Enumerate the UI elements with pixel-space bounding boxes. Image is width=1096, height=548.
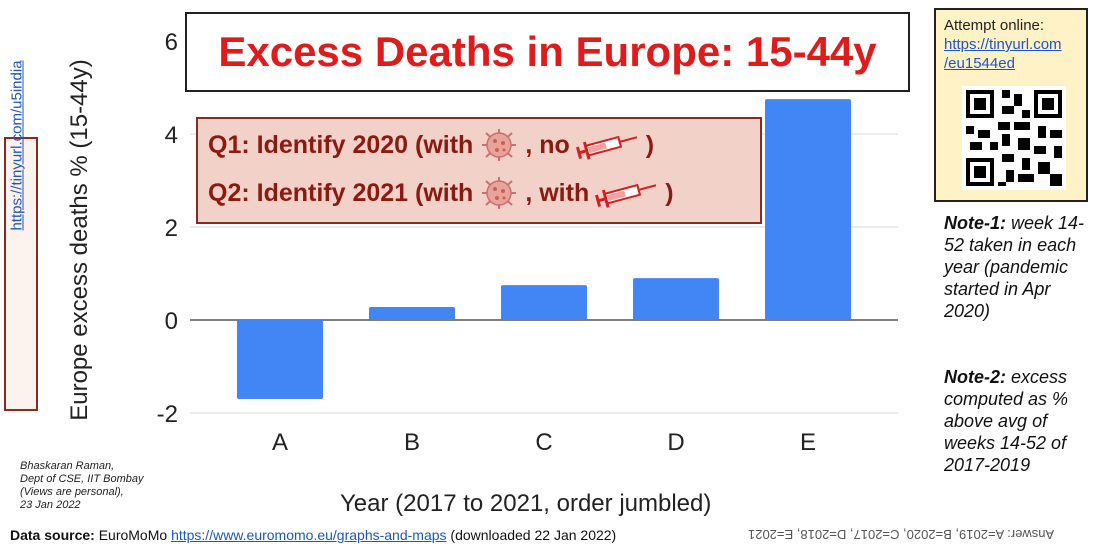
side-link-box — [4, 137, 38, 411]
author-line-3: (Views are personal), — [20, 486, 124, 498]
note-1-head: Note-1: — [944, 213, 1006, 233]
virus-icon — [482, 129, 517, 161]
x-axis-label: Year (2017 to 2021, order jumbled) — [340, 490, 712, 517]
y-tick-label: 0 — [165, 308, 178, 335]
author-credit: Bhaskaran Raman, Dept of CSE, IIT Bombay… — [20, 460, 180, 512]
y-tick-label: -2 — [157, 401, 178, 428]
chart-title: Excess Deaths in Europe: 15-44y — [185, 12, 910, 92]
question-2-prefix: Q2: Identify 2021 (with — [208, 178, 474, 207]
data-source-link[interactable]: https://www.euromomo.eu/graphs-and-maps — [171, 527, 447, 543]
y-tick-label: 4 — [165, 122, 178, 149]
side-link[interactable]: https://tinyurl.com/u5india — [8, 60, 26, 231]
author-line-4: 23 Jan 2022 — [20, 499, 81, 511]
bar-d — [633, 278, 719, 320]
x-tick-label: C — [535, 429, 552, 456]
author-line-1: Bhaskaran Raman, — [20, 460, 115, 472]
bar-e — [765, 99, 851, 320]
bar-b — [369, 306, 455, 320]
bar-a — [237, 320, 323, 400]
note-2-head: Note-2: — [944, 367, 1006, 387]
y-tick-label: 6 — [165, 29, 178, 56]
question-2: Q2: Identify 2021 (with , with ) — [208, 175, 674, 211]
data-source-name: EuroMoMo — [94, 527, 172, 543]
data-source: Data source: EuroMoMo https://www.euromo… — [10, 527, 616, 543]
syringe-icon — [575, 135, 638, 160]
note-2-text: excess computed as % above avg of weeks … — [944, 367, 1069, 475]
attempt-label: Attempt online: — [944, 17, 1045, 34]
note-2: Note-2: excess computed as % above avg o… — [944, 366, 1094, 476]
author-line-2: Dept of CSE, IIT Bombay — [20, 473, 144, 485]
note-1-text: week 14-52 taken in each year (pandemic … — [944, 213, 1085, 321]
x-tick-label: B — [404, 429, 420, 456]
question-2-mid: , with — [525, 178, 590, 207]
data-source-suffix: (downloaded 22 Jan 2022) — [446, 527, 617, 543]
qr-code-icon[interactable] — [962, 86, 1066, 190]
question-1-suffix: ) — [645, 130, 655, 159]
data-source-head: Data source: — [10, 527, 95, 543]
x-tick-label: A — [272, 429, 288, 456]
syringe-icon — [595, 183, 657, 208]
x-tick-label: E — [800, 429, 816, 456]
y-tick-label: 2 — [165, 215, 178, 242]
question-1-mid: , no — [525, 130, 570, 159]
question-1: Q1: Identify 2020 (with , no ) — [208, 127, 654, 163]
answer-upside-down: Answer: A=2019, B=2020, C=2017, D=2018, … — [748, 527, 1055, 542]
attempt-link-line1[interactable]: https://tinyurl.com — [944, 36, 1062, 53]
x-tick-label: D — [667, 429, 684, 456]
note-1: Note-1: week 14-52 taken in each year (p… — [944, 212, 1094, 322]
bar-c — [501, 285, 587, 320]
question-2-suffix: ) — [665, 178, 674, 207]
question-box: Q1: Identify 2020 (with , no ) Q2: Ident… — [196, 117, 762, 224]
question-1-prefix: Q1: Identify 2020 (with — [208, 130, 474, 159]
y-axis-label: Europe excess deaths % (15-44y) — [66, 59, 93, 421]
virus-icon — [482, 177, 517, 209]
attempt-link-line2[interactable]: /eu1544ed — [944, 55, 1015, 72]
